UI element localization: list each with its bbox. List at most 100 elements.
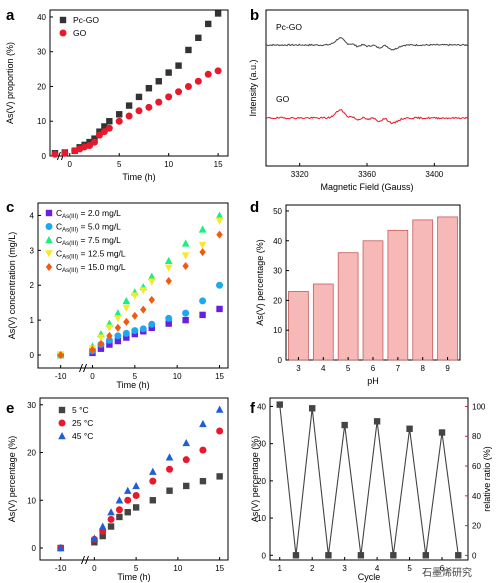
y-tick-label: 0 [32, 544, 37, 553]
x-tick-label: 10 [173, 564, 182, 573]
series-0 [57, 305, 223, 359]
legend-subscript: As(III) [62, 228, 78, 234]
data-point [165, 93, 173, 101]
y-tick-label: 10 [273, 326, 282, 335]
y-tick-label: 20 [27, 449, 36, 458]
data-point [114, 337, 122, 345]
x-tick-label: 6 [371, 364, 376, 373]
x-axis-label: Time (h) [122, 172, 155, 182]
data-point [132, 481, 140, 490]
legend-label: GO [73, 28, 87, 38]
bar [437, 216, 458, 361]
data-point [165, 69, 172, 76]
series-4 [57, 230, 223, 359]
x-axis-label: Magnetic Field (Gauss) [320, 182, 413, 192]
data-point [91, 138, 98, 146]
data-point [115, 496, 124, 504]
legend-label: CAs(III) = 2.0 mg/L [56, 208, 121, 220]
data-point [105, 124, 113, 132]
axis-break-mark [79, 363, 83, 373]
x-tick-label: -10 [55, 372, 67, 381]
y-axis-label: As(V) percentage (%) [7, 436, 17, 523]
x-tick-label: 3 [342, 564, 347, 573]
data-point [214, 67, 222, 75]
data-point [131, 327, 139, 335]
data-point [166, 487, 173, 494]
x-axis-label: Cycle [358, 572, 381, 582]
series-1 [57, 427, 224, 552]
data-point [166, 465, 174, 473]
legend-main: C [56, 235, 62, 245]
x-tick-label: 5 [117, 160, 122, 169]
y2-tick-label: 60 [472, 462, 481, 471]
bar [312, 283, 334, 361]
x-tick-label: 15 [215, 564, 224, 573]
y-tick-label: 3 [30, 246, 35, 255]
data-point [406, 425, 413, 432]
y-tick-label: 0 [30, 351, 35, 360]
data-point [97, 339, 105, 348]
x-tick-label: 5 [134, 564, 139, 573]
data-point [105, 336, 113, 344]
data-point [185, 46, 192, 54]
series-2 [56, 405, 224, 552]
data-point [175, 62, 182, 69]
data-point [182, 438, 191, 447]
legend-value: = 15.0 mg/L [78, 262, 126, 272]
legend-main: C [56, 249, 62, 259]
data-point [106, 331, 113, 340]
data-point [100, 128, 108, 136]
x-axis-label: pH [367, 376, 379, 386]
data-point [199, 297, 207, 305]
data-point [198, 225, 207, 233]
data-point [199, 248, 206, 257]
data-point [216, 427, 224, 435]
data-point [122, 329, 130, 337]
y-tick-label: 4 [30, 211, 35, 220]
x-tick-label: -10 [55, 564, 67, 573]
data-point [165, 453, 174, 461]
legend-label: 45 °C [72, 431, 93, 441]
data-point [116, 111, 123, 118]
legend-label: Pc-GO [73, 15, 99, 25]
data-point [181, 252, 190, 260]
data-point [124, 496, 132, 504]
y-tick-label: 10 [37, 117, 46, 126]
data-point [164, 256, 173, 265]
data-point [90, 534, 99, 542]
legend-label: 5 °C [72, 405, 89, 415]
y-tick-label: 40 [37, 13, 46, 22]
data-point [199, 311, 206, 319]
data-point [114, 309, 122, 317]
series-2 [56, 211, 224, 359]
series-1 [57, 281, 224, 359]
data-point [216, 305, 223, 313]
data-point [199, 419, 207, 428]
trace-label: GO [276, 94, 290, 104]
axis-break-mark [81, 555, 85, 565]
data-point [139, 287, 148, 295]
legend-value: = 7.5 mg/L [78, 235, 121, 245]
data-point [145, 103, 153, 111]
legend-marker [45, 223, 53, 230]
legend-label: CAs(III) = 5.0 mg/L [56, 222, 121, 234]
y-tick-label: 30 [257, 440, 266, 449]
x-axis-label: Time (h) [116, 380, 149, 390]
data-point [148, 320, 156, 328]
legend-subscript: As(III) [62, 255, 78, 261]
data-point [95, 131, 103, 139]
data-point [165, 320, 172, 327]
data-point [214, 10, 222, 17]
data-point [125, 112, 133, 120]
data-point [106, 341, 113, 348]
y-tick-label: 20 [257, 477, 266, 486]
data-point [123, 334, 130, 341]
data-point [182, 262, 189, 271]
legend-main: C [56, 262, 62, 272]
data-point [276, 401, 283, 408]
data-point [199, 446, 207, 454]
x-tick-label: 3320 [291, 170, 309, 179]
y-axis-label: relative ratio (%) [482, 446, 492, 512]
y-tick-label: 0 [278, 356, 283, 365]
data-point [155, 98, 163, 106]
